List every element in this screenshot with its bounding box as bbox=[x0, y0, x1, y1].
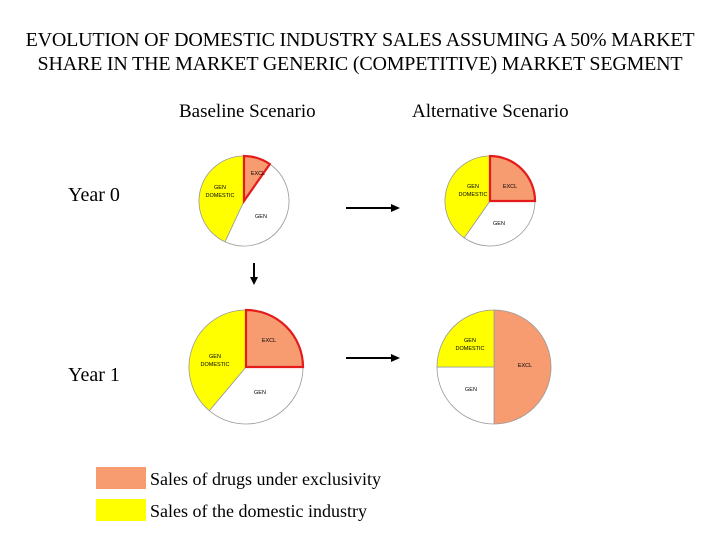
exclusivity-outline bbox=[488, 154, 537, 203]
chart-title: EVOLUTION OF DOMESTIC INDUSTRY SALES ASS… bbox=[0, 28, 720, 76]
pie-alternative-year1: EXCL GEN GEN DOMESTIC bbox=[436, 309, 552, 425]
slice-label: GEN bbox=[493, 221, 505, 227]
legend-swatch-domestic bbox=[96, 499, 146, 521]
arrow-baseline-to-alternative-year0 bbox=[346, 204, 400, 212]
legend-label-exclusivity: Sales of drugs under exclusivity bbox=[150, 469, 381, 489]
pie-baseline-year1: EXCL GEN GEN DOMESTIC bbox=[188, 308, 305, 425]
arrow-baseline-to-alternative-year1 bbox=[346, 354, 400, 362]
legend-swatch-exclusivity bbox=[96, 467, 146, 489]
title-line-2: SHARE IN THE MARKET GENERIC (COMPETITIVE… bbox=[37, 53, 683, 75]
year0-row-heading: Year 0 bbox=[68, 184, 120, 206]
slice-label: GEN DOMESTIC bbox=[200, 354, 229, 368]
exclusivity-outline bbox=[242, 154, 272, 205]
slice-label: GEN DOMESTIC bbox=[205, 185, 234, 199]
pie-slice-domestic bbox=[444, 155, 491, 239]
slice-label: EXCL bbox=[251, 171, 265, 177]
slice-label: EXCL bbox=[262, 338, 276, 344]
baseline-column-heading: Baseline Scenario bbox=[179, 101, 316, 122]
year1-row-heading: Year 1 bbox=[68, 364, 120, 386]
pie-slice-domestic bbox=[436, 309, 495, 368]
pie-slice-other bbox=[224, 163, 290, 247]
pie-slice-other bbox=[463, 200, 536, 247]
slice-label: GEN DOMESTIC bbox=[458, 184, 487, 198]
exclusivity-outline bbox=[244, 308, 305, 369]
slice-label: EXCL bbox=[518, 363, 532, 369]
slice-label: GEN bbox=[255, 214, 267, 220]
pie-slice-domestic bbox=[198, 155, 245, 243]
pie-baseline-year0: EXCL GEN GEN DOMESTIC bbox=[198, 154, 290, 247]
slice-label: GEN bbox=[254, 390, 266, 396]
slice-label: EXCL bbox=[503, 184, 517, 190]
pie-slice-domestic bbox=[188, 309, 247, 412]
pie-alternative-year0: EXCL GEN GEN DOMESTIC bbox=[444, 154, 537, 247]
slice-label: GEN DOMESTIC bbox=[455, 338, 484, 352]
pie-slice-other bbox=[436, 366, 495, 425]
title-line-1: EVOLUTION OF DOMESTIC INDUSTRY SALES ASS… bbox=[25, 29, 695, 51]
pie-slice-exclusivity bbox=[493, 309, 552, 425]
alternative-column-heading: Alternative Scenario bbox=[412, 101, 569, 122]
slice-label: GEN bbox=[465, 387, 477, 393]
legend-label-domestic: Sales of the domestic industry bbox=[150, 501, 367, 521]
pie-slice-other bbox=[208, 366, 304, 425]
arrow-year0-to-year1 bbox=[250, 263, 258, 285]
